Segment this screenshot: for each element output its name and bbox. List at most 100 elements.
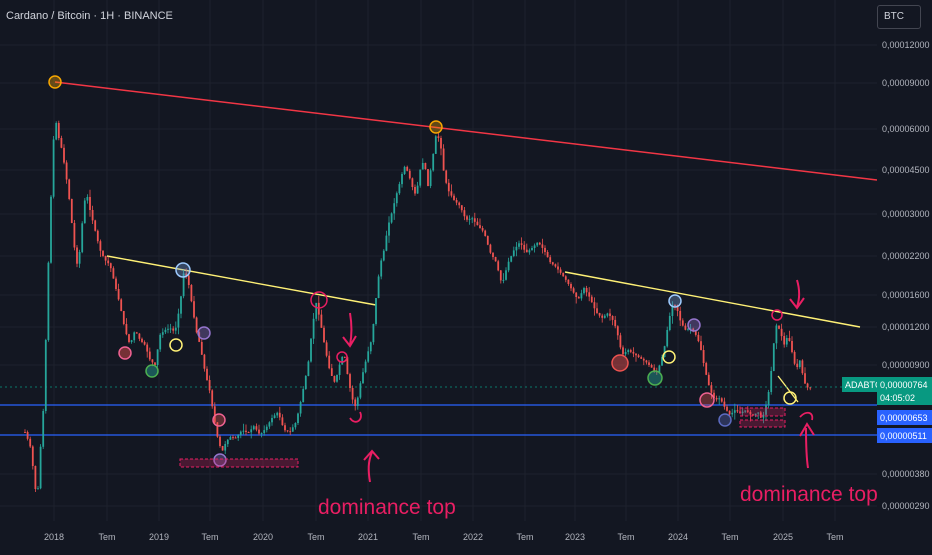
candle-body xyxy=(471,218,474,220)
candle-body xyxy=(692,328,695,332)
y-tick-label: 0,00002200 xyxy=(882,251,930,261)
currency-button[interactable]: BTC xyxy=(877,5,921,29)
candle-body xyxy=(195,317,198,333)
candle-body xyxy=(429,170,432,186)
candle-body xyxy=(583,288,585,294)
candle-body xyxy=(135,332,138,334)
yellow-trendline-left xyxy=(106,255,377,306)
candle-body xyxy=(148,351,151,360)
candle-body xyxy=(466,216,468,220)
candle-body xyxy=(525,249,528,253)
candle-body xyxy=(226,439,229,445)
highlight-marker xyxy=(771,309,783,321)
candle-body xyxy=(281,417,284,426)
y-tick-label: 0,00004500 xyxy=(882,165,930,175)
candle-body xyxy=(398,184,401,194)
candle-body xyxy=(237,435,240,438)
candle-body xyxy=(590,296,593,303)
candle-body xyxy=(759,412,762,418)
candle-body xyxy=(112,268,115,279)
candle-body xyxy=(390,213,393,223)
candle-body xyxy=(434,136,437,154)
candle-body xyxy=(346,357,349,375)
consolidation-box-right-2 xyxy=(739,419,786,428)
candle-body xyxy=(650,365,653,368)
candle-body xyxy=(341,356,344,365)
candle-body xyxy=(68,179,71,199)
candle-body xyxy=(658,365,661,372)
candle-body xyxy=(382,250,385,261)
symbol-badge xyxy=(842,377,877,392)
candle-body xyxy=(104,256,107,261)
candle-body xyxy=(190,285,193,302)
candle-body xyxy=(39,446,42,489)
candle-body xyxy=(580,293,583,299)
candle-body xyxy=(507,261,510,271)
touch-marker xyxy=(783,391,797,405)
price-axis[interactable]: 0,00012000 0,00009000 0,00006000 0,00004500… xyxy=(882,40,930,511)
candle-body xyxy=(559,269,562,273)
red-trendline xyxy=(54,81,878,181)
candle-body xyxy=(167,328,169,330)
candle-body xyxy=(55,123,58,140)
candle-body xyxy=(632,351,635,354)
candle-body xyxy=(187,275,190,285)
candle-body xyxy=(239,431,242,436)
candle-body xyxy=(453,195,455,200)
candle-body xyxy=(700,341,702,350)
candle-body xyxy=(720,398,723,402)
candle-body xyxy=(263,430,266,434)
symbol-badge-label: ADABTC xyxy=(845,380,882,390)
candle-body xyxy=(94,220,97,231)
candle-body xyxy=(83,200,86,224)
y-tick-label: 0,00003000 xyxy=(882,209,930,219)
candle-body xyxy=(369,342,372,352)
candle-body xyxy=(645,360,648,363)
candle-body xyxy=(609,313,611,316)
candle-body xyxy=(229,437,232,440)
candle-body xyxy=(393,203,396,214)
candle-body xyxy=(185,273,188,276)
low-marker xyxy=(118,346,132,360)
annotation-dominance-top-left: dominance top xyxy=(318,496,456,519)
candle-body xyxy=(679,311,682,321)
candle-body xyxy=(349,374,351,388)
candle-body xyxy=(502,279,505,281)
candle-body xyxy=(684,325,687,330)
peak-marker xyxy=(429,120,443,134)
candle-body xyxy=(564,276,567,280)
candle-body xyxy=(450,191,453,196)
candle-body xyxy=(710,385,713,393)
candle-body xyxy=(648,362,650,365)
candle-body xyxy=(702,350,705,363)
candle-body xyxy=(252,426,255,430)
low-marker xyxy=(647,370,663,386)
price-badges: ADABTC 0,00000764 04:05:02 0,00000653 0,… xyxy=(842,377,932,443)
arrow-up-right xyxy=(799,422,815,469)
candle-body xyxy=(388,222,390,236)
candle-body xyxy=(723,401,726,407)
time-axis[interactable]: 2018 Tem 2019 Tem 2020 Tem 2021 Tem 2022 Tem 2023 T… xyxy=(44,532,844,542)
yellow-short-trendline xyxy=(777,375,799,403)
candle-body xyxy=(419,169,422,186)
candle-body xyxy=(260,433,263,435)
candle-body xyxy=(770,371,773,392)
candle-body xyxy=(414,187,416,194)
candle-body xyxy=(177,313,180,328)
candle-body xyxy=(122,311,125,324)
candle-body xyxy=(395,193,398,204)
candle-body xyxy=(377,276,380,298)
candle-body xyxy=(164,329,167,333)
candle-body xyxy=(60,138,63,148)
x-tick-label: 2025 xyxy=(773,532,793,542)
y-tick-label: 0,00000380 xyxy=(882,469,930,479)
candle-body xyxy=(687,328,689,330)
candle-body xyxy=(455,200,458,203)
candle-body xyxy=(125,324,128,335)
candle-body xyxy=(70,199,73,223)
candle-body xyxy=(242,430,245,432)
candle-body xyxy=(538,242,541,245)
